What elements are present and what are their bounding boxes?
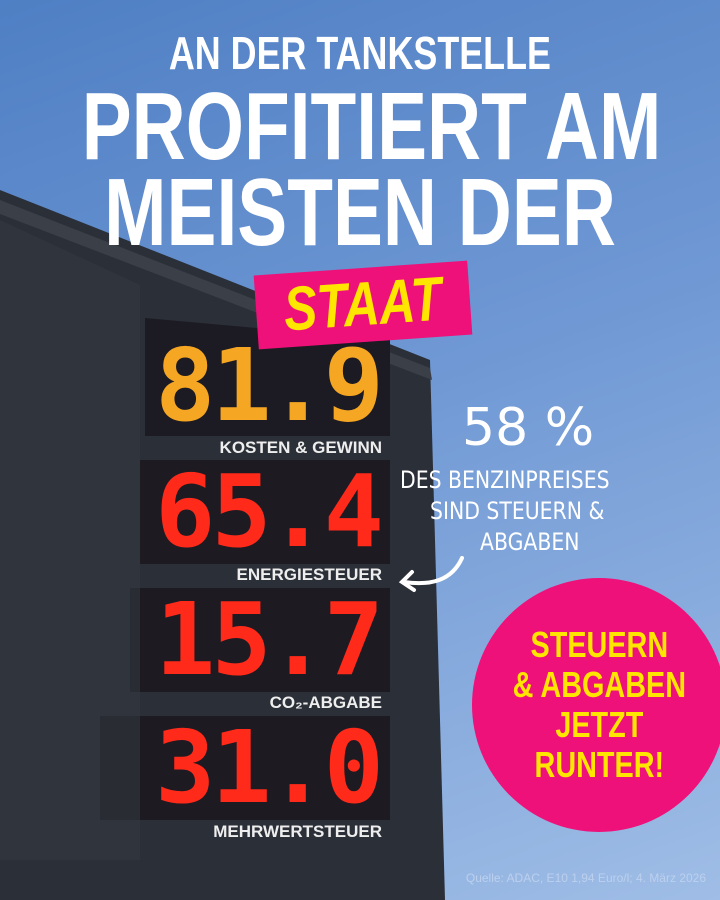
badge-line-4: RUNTER! (534, 744, 664, 785)
headline-line-2: PROFITIERT AM (81, 73, 662, 180)
badge-line-1: STEUERN (530, 624, 668, 665)
price-value-co2: 15.7 (155, 581, 384, 698)
annotation-line-3: ABGABEN (480, 528, 580, 556)
call-to-action-badge: STEUERN & ABGABEN JETZT RUNTER! (472, 578, 720, 832)
annotation-line-1: DES BENZINPREISES (400, 466, 610, 494)
headline-line-1: AN DER TANKSTELLE (168, 27, 552, 79)
annotation-line-2: SIND STEUERN & (430, 497, 605, 525)
source-note: Quelle: ADAC, E10 1,94 Euro/l; 4. März 2… (465, 871, 706, 885)
price-label-energy-tax: ENERGIESTEUER (236, 565, 382, 584)
price-label-vat: MEHRWERTSTEUER (213, 822, 382, 841)
price-label-costs: KOSTEN & GEWINN (219, 438, 382, 457)
price-label-co2: CO₂-ABGABE (269, 693, 382, 712)
curved-arrow-icon (398, 556, 464, 592)
headline-line-3: MEISTEN DER (104, 159, 616, 266)
price-value-energy-tax: 65.4 (155, 453, 384, 570)
price-value-costs: 81.9 (155, 327, 384, 444)
badge-line-3: JETZT (554, 704, 643, 745)
price-value-vat: 31.0 (155, 709, 384, 826)
badge-line-2: & ABGABEN (512, 664, 686, 705)
percent-annotation: 58 % (462, 398, 595, 458)
